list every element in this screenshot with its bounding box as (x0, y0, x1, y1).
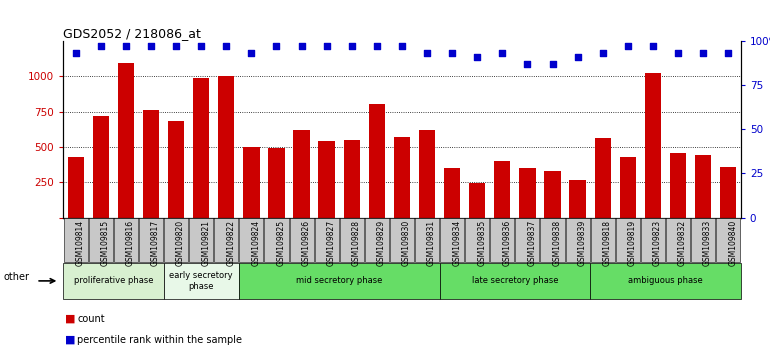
Point (597, 50, 609, 56)
Bar (695, 155, 711, 218)
Point (697, 50, 709, 56)
Point (521, 61, 534, 67)
Point (69, 50, 82, 56)
Bar (644, 73, 661, 218)
Bar (720, 167, 736, 218)
Bar (544, 171, 561, 218)
Text: GSM109814: GSM109814 (75, 220, 85, 267)
Text: proliferative phase: proliferative phase (74, 276, 153, 285)
Bar (68, 157, 84, 218)
Text: GSM109828: GSM109828 (352, 221, 361, 266)
Bar (393, 137, 410, 218)
Bar (293, 130, 310, 218)
Text: count: count (77, 314, 105, 324)
Text: GSM109821: GSM109821 (201, 221, 210, 266)
Text: ■: ■ (65, 314, 76, 324)
Text: GSM109817: GSM109817 (151, 220, 160, 267)
Point (245, 50, 257, 56)
Bar (193, 78, 209, 218)
Text: GSM109837: GSM109837 (527, 220, 537, 267)
Bar (268, 148, 285, 218)
Bar (319, 141, 335, 218)
Point (145, 43, 157, 49)
Bar (218, 76, 234, 218)
Text: GSM109826: GSM109826 (302, 220, 310, 267)
Point (672, 50, 685, 56)
Text: GSM109835: GSM109835 (477, 220, 486, 267)
Text: GSM109819: GSM109819 (628, 220, 637, 267)
Point (396, 43, 408, 49)
Text: GSM109839: GSM109839 (578, 220, 587, 267)
Bar (444, 168, 460, 218)
Text: GSM109832: GSM109832 (678, 220, 687, 267)
Text: GSM109815: GSM109815 (101, 220, 110, 267)
Point (170, 43, 182, 49)
Text: mid secretory phase: mid secretory phase (296, 276, 383, 285)
Point (370, 43, 383, 49)
Point (471, 54, 484, 59)
Bar (142, 110, 159, 218)
Point (320, 43, 333, 49)
Text: percentile rank within the sample: percentile rank within the sample (77, 335, 242, 345)
Point (421, 50, 434, 56)
Point (296, 43, 308, 49)
Bar (519, 168, 536, 218)
Bar (419, 130, 435, 218)
Point (220, 43, 233, 49)
Bar (570, 180, 586, 218)
Bar (168, 121, 184, 218)
Point (119, 43, 132, 49)
Point (496, 50, 508, 56)
Point (621, 43, 634, 49)
Text: GSM109822: GSM109822 (226, 221, 236, 266)
Text: GSM109840: GSM109840 (728, 220, 737, 267)
Text: late secretory phase: late secretory phase (471, 276, 558, 285)
Bar (494, 161, 511, 218)
Point (571, 54, 584, 59)
Point (446, 50, 458, 56)
Text: other: other (4, 272, 30, 282)
Text: GSM109818: GSM109818 (603, 221, 611, 266)
Bar (620, 157, 636, 218)
Point (195, 43, 207, 49)
Text: GSM109831: GSM109831 (427, 220, 436, 267)
Text: GDS2052 / 218086_at: GDS2052 / 218086_at (63, 27, 201, 40)
Text: ■: ■ (65, 335, 76, 345)
Text: early secretory
phase: early secretory phase (169, 271, 233, 291)
Text: GSM109829: GSM109829 (377, 220, 386, 267)
Text: GSM109820: GSM109820 (176, 220, 185, 267)
Text: GSM109825: GSM109825 (276, 220, 286, 267)
Text: ambiguous phase: ambiguous phase (628, 276, 703, 285)
Point (722, 50, 735, 56)
Text: GSM109827: GSM109827 (326, 220, 336, 267)
Text: GSM109830: GSM109830 (402, 220, 411, 267)
Text: GSM109836: GSM109836 (502, 220, 511, 267)
Text: GSM109834: GSM109834 (452, 220, 461, 267)
Point (346, 43, 358, 49)
Point (647, 43, 659, 49)
Bar (92, 116, 109, 218)
Bar (118, 63, 134, 218)
Bar (469, 183, 485, 218)
Text: GSM109816: GSM109816 (126, 220, 135, 267)
Point (95, 43, 107, 49)
Point (270, 43, 283, 49)
Point (547, 61, 559, 67)
Text: GSM109833: GSM109833 (703, 220, 712, 267)
Text: GSM109823: GSM109823 (653, 220, 662, 267)
Bar (670, 153, 686, 218)
Text: GSM109824: GSM109824 (251, 220, 260, 267)
Bar (243, 147, 259, 218)
Bar (369, 104, 385, 218)
Bar (343, 140, 360, 218)
Text: GSM109838: GSM109838 (553, 220, 561, 267)
Bar (594, 138, 611, 218)
